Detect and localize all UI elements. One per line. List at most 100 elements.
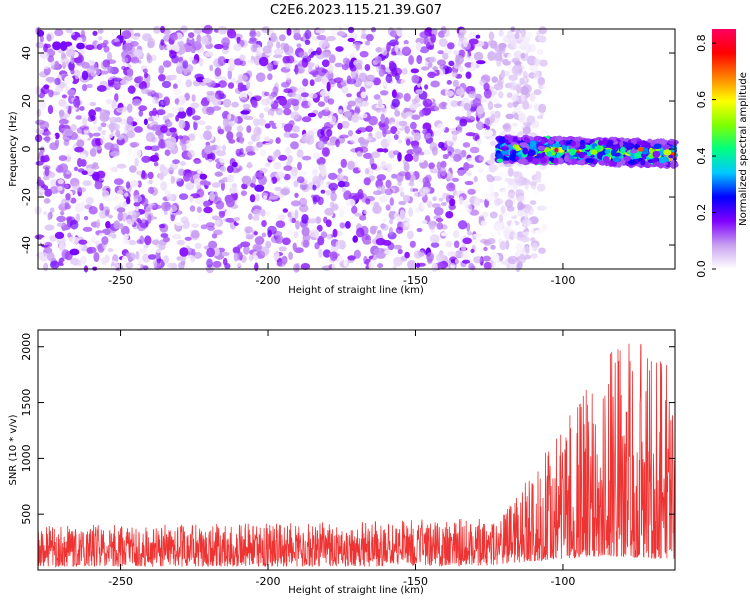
spectrogram-blob [390,51,398,56]
spectrogram-signal-blob [514,144,520,150]
spectrogram-blob [43,43,48,53]
spectrogram-blob [335,46,344,52]
spectrogram-blob [489,40,498,49]
spectrogram-blob [304,29,312,40]
spectrogram-blob [203,206,213,214]
spectrogram-blob [58,163,69,173]
spectrogram-blob [454,54,464,65]
spectrogram-blob [252,118,261,127]
spectrogram-blob [470,233,480,244]
spectrogram-blob [519,41,525,51]
spectrogram-blob [429,168,439,174]
spectrogram-blob [171,131,177,138]
spectrogram-blob [180,161,186,166]
y-tick-label: 1500 [20,389,33,417]
spectrogram-blob [133,194,142,203]
snr-ylabel: SNR (10 * v/v) [8,414,19,485]
spectrogram-blob [126,130,135,139]
spectrogram-blob [483,88,492,99]
spectrogram-blob [255,30,261,38]
spectrogram-blob [401,68,408,75]
spectrogram-blob [440,166,447,177]
spectrogram-blob [75,115,83,120]
spectrogram-blob [160,139,165,149]
spectrogram-signal-blob [573,137,581,143]
spectrogram-blob [295,220,300,230]
spectrogram-blob [82,117,88,126]
spectrogram-blob [480,238,489,244]
spectrogram-blob [375,131,383,140]
spectrogram-blob [91,165,100,170]
spectrogram-blob [540,129,549,138]
spectrogram-blob [375,179,384,189]
spectrogram-blob [412,153,419,163]
spectrogram-blob [370,163,378,170]
spectrogram-blob [229,59,235,66]
spectrogram-signal-blob [662,144,671,151]
spectrogram-blob [403,162,410,172]
spectrogram-blob [263,195,268,200]
spectrogram-blob [96,219,101,229]
spectrogram-blob [205,125,212,130]
spectrogram-blob [60,41,68,51]
spectrogram-blob [419,46,430,54]
spectrogram-blob [90,115,96,121]
spectrogram-blob [130,56,140,64]
spectrogram-blob [453,240,460,249]
spectrogram-blob [216,150,226,157]
spectrogram-blob [320,168,327,177]
spectrogram-blob [218,93,227,100]
spectrogram-blob [189,205,196,212]
spectrogram-blob [396,172,404,183]
spectrogram-blob [227,66,235,72]
spectrogram-blob [129,214,138,223]
spectrogram-blob [116,107,127,113]
spectrogram-blob [176,78,184,86]
spectrogram-blob [454,259,459,264]
spectrogram-blob [241,175,252,185]
spectrogram-blob [206,258,213,268]
spectrogram-blob [285,147,292,156]
spectrogram-blob [165,141,176,149]
spectrogram-blob [148,186,155,194]
spectrogram-blob [101,257,107,266]
spectrogram-blob [214,171,223,177]
spectrogram-blob [249,37,257,42]
spectrogram-blob [289,133,299,139]
spectrogram-blob [178,261,185,270]
spectrogram-signal-blob [509,153,517,161]
spectrogram-blob [77,157,83,168]
spectrogram-blob [129,165,137,173]
spectrogram-blob [82,84,88,92]
spectrogram-blob [261,220,267,227]
spectrogram-blob [252,208,262,217]
spectrogram-blob [84,215,89,221]
spectrogram-blob [243,245,250,255]
spectrogram-blob [155,249,161,253]
y-tick-label: 20 [20,94,33,108]
colorbar-tick-label: 0.6 [695,91,708,109]
spectrogram-blob [485,125,490,130]
spectrogram-blob [272,86,279,95]
spectrogram-blob [193,159,202,164]
spectrogram-blob [273,60,280,66]
spectrogram-blob [161,201,171,212]
spectrogram-blob [520,253,525,260]
snr-series-line [37,343,676,568]
spectrogram-signal-blob [559,140,565,146]
spectrogram-blob [204,181,212,186]
spectrogram-blob [52,41,62,51]
spectrogram-blob [200,224,208,230]
spectrogram-blob [416,54,423,65]
spectrogram-blob [93,67,101,76]
spectrogram-blob [468,91,477,99]
spectrogram-blob [295,94,300,99]
spectrogram-blob [196,206,202,213]
spectrogram-blob [70,124,77,131]
spectrogram-blob [309,229,319,238]
spectrogram-blob [483,129,494,137]
spectrogram-blob [39,146,45,154]
spectrogram-blob [250,182,256,188]
spectrogram-blob [312,195,318,205]
